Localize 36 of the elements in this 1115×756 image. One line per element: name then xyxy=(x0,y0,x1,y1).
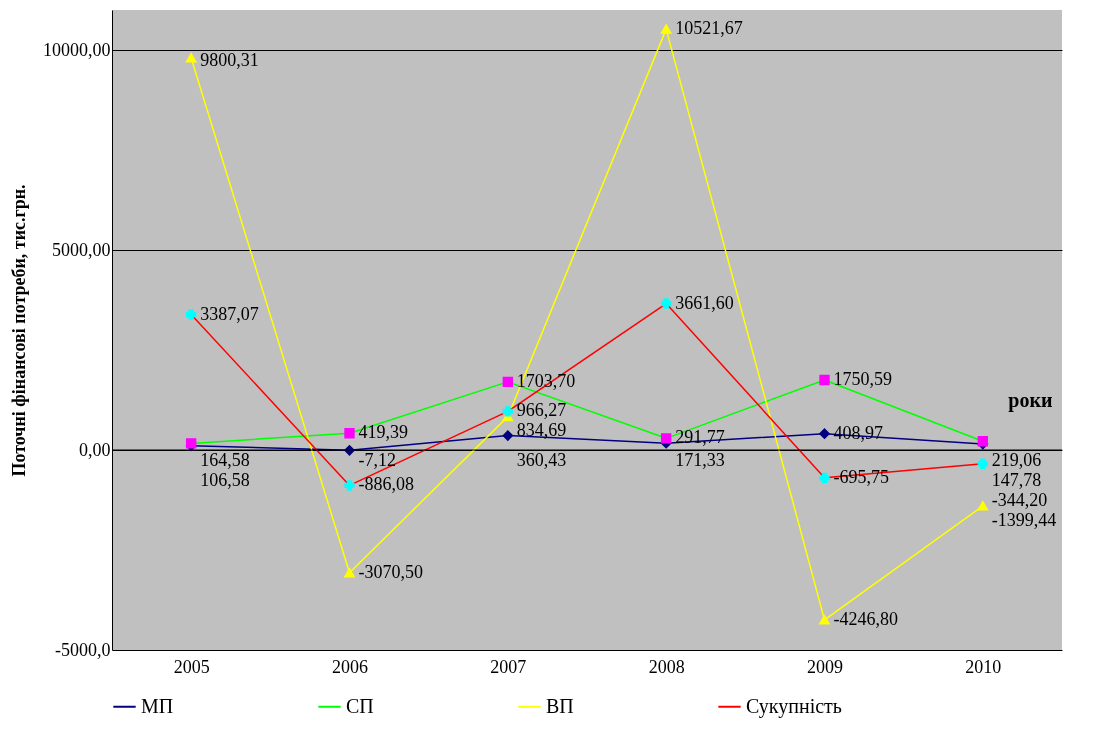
data-label: -886,08 xyxy=(358,474,414,495)
y-tick-label: 0,00 xyxy=(79,439,111,460)
legend-label: ВП xyxy=(546,694,574,717)
data-label: 419,39 xyxy=(358,422,408,443)
data-label: -3070,50 xyxy=(358,561,423,582)
x-tick-label: 2007 xyxy=(490,656,527,677)
y-tick-label: -5000,0 xyxy=(55,639,111,660)
data-label: -4246,80 xyxy=(833,608,898,629)
y-axis-title: Поточні фінансові потреби, тис.грн. xyxy=(9,184,29,477)
x-tick-label: 2010 xyxy=(965,656,1002,677)
data-label: 966,27 xyxy=(516,400,567,421)
data-label: -7,12 xyxy=(358,450,396,470)
data-label: 3661,60 xyxy=(675,292,734,313)
y-tick-label: 10000,00 xyxy=(43,39,111,60)
x-tick-label: 2006 xyxy=(332,656,368,677)
x-axis-title: роки xyxy=(1008,388,1053,412)
legend-label: СП xyxy=(346,694,374,717)
data-label: 164,58 xyxy=(200,450,250,470)
data-label: 3387,07 xyxy=(200,303,259,324)
data-label: 9800,31 xyxy=(200,50,259,70)
x-tick-label: 2009 xyxy=(807,656,843,677)
x-tick-label: 2005 xyxy=(173,656,210,677)
data-label: 1750,59 xyxy=(833,368,892,389)
data-label: 10521,67 xyxy=(675,18,743,39)
data-label: 171,33 xyxy=(675,450,725,470)
data-label: -344,20 xyxy=(991,490,1048,510)
data-label: 834,69 xyxy=(516,420,567,441)
legend-label: МП xyxy=(141,694,174,717)
data-label: -1399,44 xyxy=(991,510,1057,530)
data-label: 219,06 xyxy=(991,450,1042,470)
data-label: 360,43 xyxy=(516,450,567,470)
data-label: 147,78 xyxy=(991,470,1042,490)
y-tick-label: 5000,00 xyxy=(52,239,111,260)
legend-label: Сукупність xyxy=(746,694,842,718)
data-label: 106,58 xyxy=(200,470,250,490)
x-tick-label: 2008 xyxy=(648,656,685,677)
